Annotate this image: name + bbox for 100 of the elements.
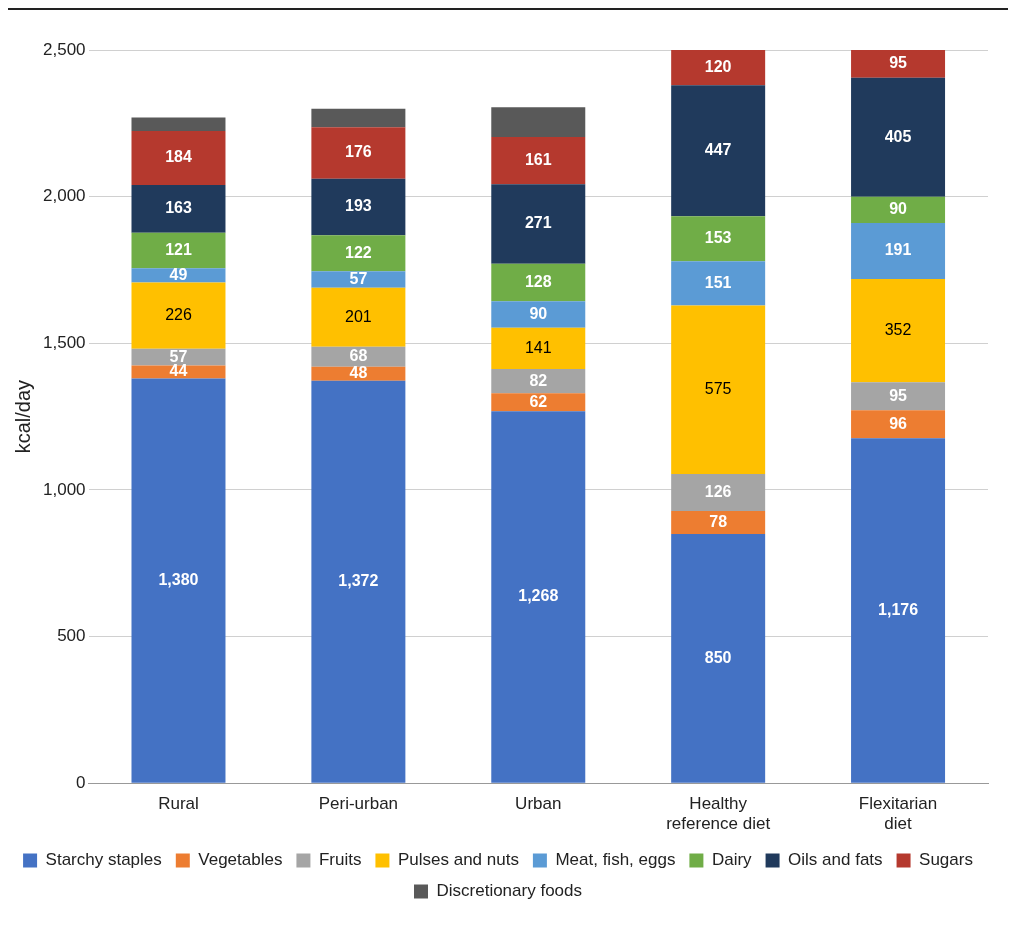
data-label: 82 [529, 371, 548, 389]
data-label: 184 [165, 148, 192, 166]
data-label: 201 [345, 307, 372, 325]
data-label: 95 [889, 386, 908, 404]
data-label: 575 [704, 380, 732, 398]
bar [671, 85, 766, 217]
data-label: 90 [529, 304, 548, 322]
bar [311, 271, 406, 288]
legend-label: Sugars [919, 850, 973, 870]
data-label: 161 [524, 151, 552, 169]
bar [851, 438, 946, 783]
bar [131, 184, 226, 233]
data-label: 1,380 [158, 570, 199, 588]
y-tick-label: 2,000 [42, 186, 86, 206]
bar [311, 178, 406, 236]
bar [851, 382, 946, 411]
data-label: 447 [704, 141, 732, 159]
legend-label: Discretionary foods [436, 881, 583, 901]
bar [311, 235, 406, 272]
data-label: 57 [349, 269, 368, 287]
bar [491, 301, 586, 328]
data-label: 49 [169, 265, 188, 283]
data-label: 352 [884, 321, 912, 339]
data-label: 163 [165, 199, 192, 217]
data-label: 151 [704, 273, 732, 291]
bar [491, 137, 586, 185]
bar [671, 533, 766, 783]
legend-label: Dairy [711, 850, 753, 870]
data-label: 271 [524, 214, 552, 232]
x-tick-label: Rural [158, 794, 199, 814]
data-label: 48 [349, 364, 368, 382]
data-label: 62 [529, 392, 548, 410]
data-label: 122 [345, 243, 372, 261]
y-tick-label: 1,000 [42, 479, 86, 499]
x-tick-label: Peri-urban [318, 794, 399, 814]
data-label: 44 [169, 362, 188, 380]
bar [491, 327, 586, 370]
y-tick-label: 2,500 [42, 39, 86, 59]
bar [131, 130, 226, 185]
bar [851, 77, 946, 197]
data-label: 850 [704, 648, 732, 666]
data-label: 1,268 [518, 587, 559, 605]
data-label: 90 [889, 200, 908, 218]
data-label: 1,372 [338, 572, 379, 590]
y-tick-label: 0 [76, 772, 86, 792]
bar [311, 287, 406, 347]
bar [671, 50, 766, 86]
data-label: 96 [889, 414, 908, 432]
legend-label: Starchy staples [45, 850, 162, 870]
x-tick-label: Healthy reference diet [666, 794, 771, 834]
bar [491, 393, 586, 412]
data-label: 405 [884, 127, 912, 145]
data-label: 78 [709, 512, 728, 530]
data-label: 128 [524, 272, 552, 290]
bar [671, 216, 766, 262]
data-label: 176 [345, 143, 372, 161]
bar [131, 378, 226, 783]
bar [131, 117, 226, 131]
legend-label: Oils and fats [788, 850, 883, 870]
bar [131, 232, 226, 269]
legend-label: Pulses and nuts [397, 850, 519, 870]
data-label: 95 [889, 54, 908, 72]
bar [851, 196, 946, 224]
data-label: 121 [165, 240, 192, 258]
data-label: 153 [704, 229, 732, 247]
bar [311, 380, 406, 783]
bar [851, 50, 946, 78]
data-label: 141 [524, 338, 552, 356]
bar [491, 107, 586, 138]
bar [851, 410, 946, 439]
bar [671, 474, 766, 512]
bar [131, 268, 226, 283]
data-label: 193 [345, 197, 372, 215]
bar [131, 348, 226, 366]
bar [671, 305, 766, 475]
bar [671, 261, 766, 306]
bar [851, 223, 946, 280]
bar [851, 279, 946, 383]
bar [311, 127, 406, 179]
y-tick-label: 500 [57, 626, 86, 646]
data-label: 57 [169, 347, 188, 365]
data-label: 126 [704, 482, 732, 500]
bar [311, 346, 406, 367]
bar [491, 369, 586, 394]
x-tick-label: Flexitarian diet [858, 794, 938, 834]
bar [131, 282, 226, 349]
x-tick-label: Urban [515, 794, 562, 814]
bar [491, 411, 586, 783]
legend-label: Meat, fish, eggs [555, 850, 676, 870]
data-label: 68 [349, 347, 368, 365]
data-label: 226 [165, 306, 192, 324]
data-label: 120 [704, 58, 732, 75]
data-label: 191 [884, 241, 912, 259]
y-axis-title: kcal/day [11, 379, 34, 454]
bar [491, 184, 586, 264]
y-tick-label: 1,500 [42, 332, 86, 352]
bar [491, 263, 586, 302]
legend-label: Fruits [318, 850, 362, 870]
bar [311, 108, 406, 128]
bar [671, 511, 766, 534]
